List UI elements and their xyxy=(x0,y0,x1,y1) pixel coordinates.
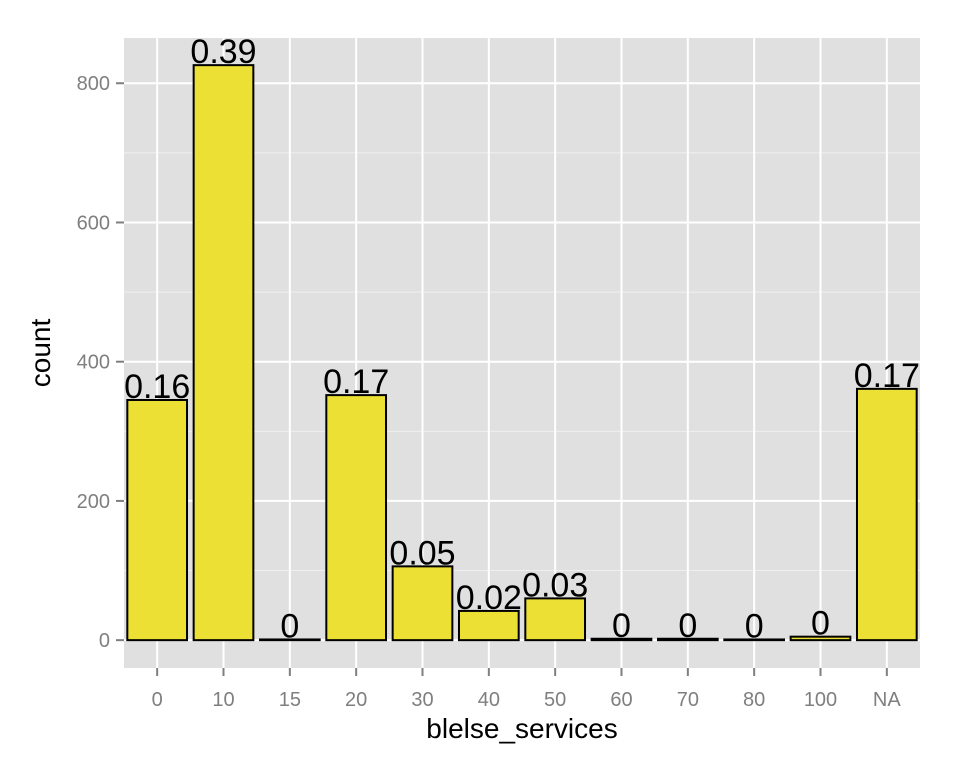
bar-NA xyxy=(855,387,918,642)
bar-20 xyxy=(325,394,388,642)
bar-label: 0 xyxy=(678,607,697,645)
bar-50 xyxy=(524,597,587,642)
x-tick-label: 70 xyxy=(677,689,699,711)
x-tick-label: 15 xyxy=(279,689,301,711)
bar-label: 0.39 xyxy=(190,33,256,71)
x-tick-label: 80 xyxy=(743,689,765,711)
y-axis: 0 200 400 600 800 xyxy=(77,73,124,652)
bar-label: 0.05 xyxy=(389,534,455,572)
y-axis-title: count xyxy=(25,319,56,388)
bar-0 xyxy=(126,398,189,642)
y-tick-label: 0 xyxy=(99,630,110,652)
bars xyxy=(126,64,918,642)
x-axis: 0 10 15 20 30 40 50 60 70 80 100 NA xyxy=(152,668,901,711)
bar-label: 0 xyxy=(280,607,299,645)
x-tick-label: 0 xyxy=(152,689,163,711)
bar-15 xyxy=(258,638,321,642)
x-tick-label: 30 xyxy=(411,689,433,711)
bar-label: 0 xyxy=(612,607,631,645)
bar-label: 0.17 xyxy=(323,363,389,401)
bar-label: 0.02 xyxy=(456,579,522,617)
x-axis-title: blelse_services xyxy=(426,713,617,744)
minor-gridlines xyxy=(124,152,920,572)
bar-label: 0.17 xyxy=(854,357,920,395)
bar-label: 0 xyxy=(811,605,830,643)
x-tick-label: 60 xyxy=(610,689,632,711)
bar-label: 0.16 xyxy=(124,368,190,406)
x-tick-label: 20 xyxy=(345,689,367,711)
y-tick-label: 200 xyxy=(77,491,110,513)
bar-labels: 0.16 0.39 0 0.17 0.050.02 0.03 0 0 0 0 0.17 xyxy=(124,33,920,645)
x-tick-label: NA xyxy=(873,689,901,711)
plot-panel xyxy=(124,38,920,668)
bar-10 xyxy=(192,64,255,642)
bar-30 xyxy=(391,565,454,642)
x-tick-label: 10 xyxy=(212,689,234,711)
x-tick-label: 50 xyxy=(544,689,566,711)
bar-40 xyxy=(457,609,520,642)
bar-70 xyxy=(656,637,719,642)
bar-80 xyxy=(723,638,786,642)
x-tick-label: 40 xyxy=(478,689,500,711)
x-tick-label: 100 xyxy=(804,689,837,711)
bar-label: 0.03 xyxy=(522,566,588,604)
y-tick-label: 800 xyxy=(77,73,110,95)
bar-60 xyxy=(590,637,653,642)
bar-label: 0 xyxy=(745,607,764,645)
y-tick-label: 600 xyxy=(77,212,110,234)
bar-100 xyxy=(789,635,852,642)
y-tick-label: 400 xyxy=(77,352,110,374)
